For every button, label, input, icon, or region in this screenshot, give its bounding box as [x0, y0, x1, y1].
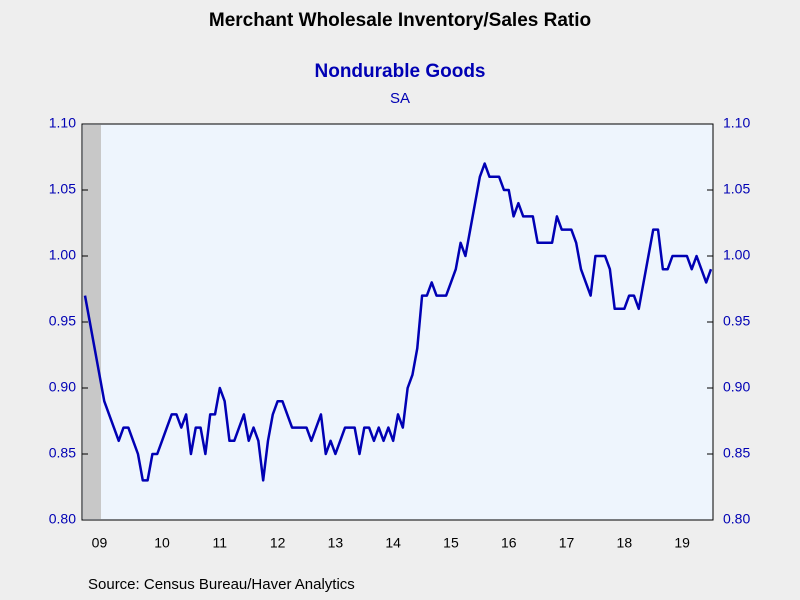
data-line [83, 162, 713, 482]
chart-subtitle: Nondurable Goods [315, 61, 486, 82]
y2-tick-label: 0.90 [723, 379, 750, 395]
y-tick-label: 0.85 [49, 445, 76, 461]
y2-tick-label: 1.10 [723, 115, 750, 131]
x-tick-label: 11 [213, 535, 228, 551]
y2-tick-label: 1.05 [723, 181, 750, 197]
x-tick-label: 10 [154, 535, 170, 551]
chart-note: SA [390, 90, 410, 107]
y-tick-label: 1.00 [49, 247, 76, 263]
y-tick-label: 1.05 [49, 181, 76, 197]
x-tick-label: 18 [617, 535, 633, 551]
x-tick-label: 09 [92, 535, 108, 551]
y2-tick-label: 1.00 [723, 247, 750, 263]
plot-area [81, 123, 714, 521]
x-tick-label: 17 [559, 535, 575, 551]
y2-tick-label: 0.80 [723, 511, 750, 527]
y-tick-label: 0.90 [49, 379, 76, 395]
chart-title: Merchant Wholesale Inventory/Sales Ratio [209, 10, 591, 31]
x-tick-label: 12 [270, 535, 286, 551]
x-tick-label: 15 [443, 535, 459, 551]
x-tick-label: 19 [674, 535, 690, 551]
y-tick-label: 0.80 [49, 511, 76, 527]
recession-shade [83, 125, 101, 519]
x-tick-label: 14 [385, 535, 401, 551]
source: Source: Census Bureau/Haver Analytics [88, 576, 355, 593]
y-tick-label: 1.10 [49, 115, 76, 131]
x-tick-label: 13 [328, 535, 344, 551]
y-tick-label: 0.95 [49, 313, 76, 329]
y2-tick-label: 0.85 [723, 445, 750, 461]
x-tick-label: 16 [501, 535, 517, 551]
y2-tick-label: 0.95 [723, 313, 750, 329]
